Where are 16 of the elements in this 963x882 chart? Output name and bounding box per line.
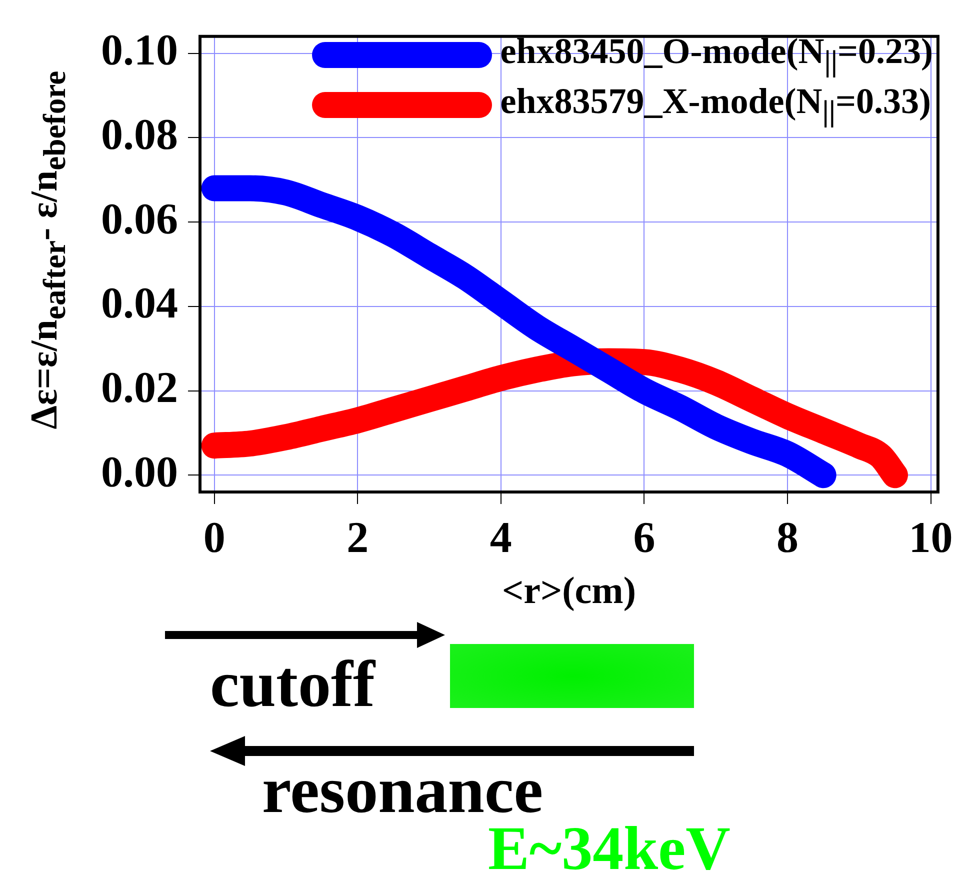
x-axis-title: <r>(cm): [502, 570, 636, 612]
y-tick-label: 0.02: [101, 363, 178, 412]
y-tick-label: 0.00: [101, 447, 178, 496]
x-tick-label: 8: [776, 512, 799, 562]
x-tick-label: 2: [346, 512, 369, 562]
x-tick-label: 6: [633, 512, 656, 562]
y-tick-label: 0.04: [101, 278, 178, 328]
x-tick-label: 10: [908, 512, 953, 562]
x-tick-label: 4: [490, 512, 512, 562]
y-tick-label: 0.10: [101, 26, 178, 75]
text: cutoff: [210, 648, 375, 721]
y-tick-label: 0.06: [101, 194, 178, 244]
legend-label: ehx83450_O-mode(N$_{||}$=0.23): [500, 30, 933, 80]
x-tick-label: 0: [203, 512, 226, 562]
y-tick-label: 0.08: [101, 110, 178, 160]
legend-label: ehx83579_X-mode(N$_{||}$=0.33): [500, 80, 931, 130]
